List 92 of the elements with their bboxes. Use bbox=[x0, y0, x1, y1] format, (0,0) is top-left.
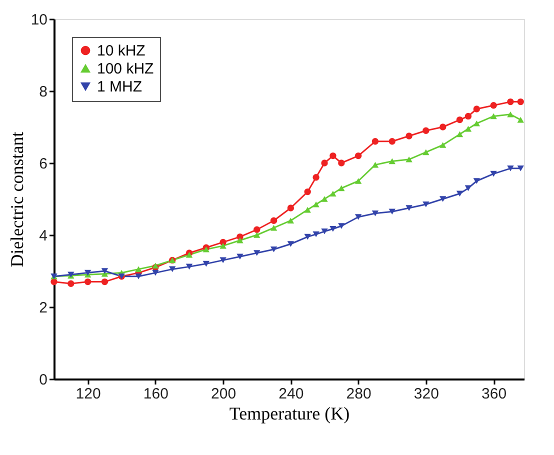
point bbox=[388, 158, 396, 164]
point bbox=[236, 254, 244, 260]
point bbox=[254, 232, 260, 238]
point bbox=[439, 196, 446, 202]
point bbox=[422, 149, 430, 156]
point bbox=[254, 226, 260, 233]
point bbox=[312, 231, 320, 238]
x-axis-title: Temperature (K) bbox=[229, 404, 350, 424]
point bbox=[101, 268, 108, 274]
point bbox=[473, 178, 480, 184]
x-tick-label: 360 bbox=[482, 386, 507, 402]
point bbox=[464, 126, 472, 132]
point bbox=[304, 206, 311, 213]
point bbox=[321, 228, 328, 234]
point bbox=[338, 160, 345, 166]
legend-label: 10 kHZ bbox=[97, 42, 146, 60]
point bbox=[354, 152, 362, 160]
point bbox=[236, 237, 244, 244]
x-tick-label: 120 bbox=[76, 386, 101, 402]
point bbox=[490, 113, 497, 120]
point bbox=[464, 185, 472, 192]
point bbox=[473, 106, 480, 112]
point bbox=[270, 246, 278, 252]
point bbox=[507, 111, 514, 118]
y-tick-label: 4 bbox=[39, 228, 48, 244]
point bbox=[456, 116, 464, 124]
point bbox=[312, 201, 320, 208]
point bbox=[254, 250, 260, 256]
point bbox=[406, 205, 412, 211]
point bbox=[490, 102, 497, 109]
point bbox=[473, 120, 480, 126]
point bbox=[304, 234, 311, 240]
point bbox=[406, 156, 412, 162]
point bbox=[135, 273, 142, 280]
point bbox=[68, 280, 74, 287]
y-tick-label: 0 bbox=[39, 372, 48, 388]
point bbox=[312, 174, 320, 181]
point bbox=[422, 127, 430, 134]
point bbox=[330, 226, 336, 232]
point bbox=[517, 165, 524, 172]
point bbox=[507, 165, 514, 172]
y-tick-label: 10 bbox=[30, 12, 48, 28]
point bbox=[270, 217, 278, 224]
y-tick-label: 6 bbox=[39, 156, 48, 172]
point bbox=[186, 264, 193, 270]
point bbox=[202, 260, 210, 267]
point bbox=[456, 190, 464, 197]
point bbox=[439, 124, 446, 130]
point bbox=[338, 223, 345, 229]
y-tick-label: 2 bbox=[39, 300, 48, 316]
point bbox=[220, 257, 226, 264]
y-tick-label: 8 bbox=[39, 84, 48, 100]
point bbox=[338, 185, 345, 192]
point bbox=[388, 208, 396, 215]
point bbox=[152, 270, 159, 276]
legend-label: 100 kHZ bbox=[97, 60, 154, 78]
x-tick-label: 160 bbox=[143, 386, 168, 402]
point bbox=[101, 278, 108, 286]
y-axis-title: Dielectric constant bbox=[6, 132, 27, 268]
point bbox=[135, 266, 142, 272]
point bbox=[422, 201, 430, 208]
point bbox=[372, 138, 379, 145]
point bbox=[321, 160, 328, 166]
point bbox=[270, 224, 278, 231]
point bbox=[220, 242, 226, 249]
point bbox=[287, 241, 294, 247]
point bbox=[456, 131, 464, 138]
x-tick-label: 320 bbox=[414, 386, 439, 402]
point bbox=[406, 132, 412, 140]
point bbox=[439, 142, 446, 148]
point bbox=[354, 214, 362, 220]
point bbox=[517, 98, 524, 106]
legend-label: 1 MHZ bbox=[97, 78, 142, 96]
x-tick-label: 240 bbox=[278, 386, 304, 402]
point bbox=[168, 266, 176, 272]
point bbox=[330, 152, 336, 160]
point bbox=[388, 138, 396, 145]
point bbox=[517, 116, 524, 123]
point bbox=[330, 190, 336, 197]
point bbox=[372, 162, 379, 168]
point bbox=[287, 204, 294, 212]
point bbox=[372, 210, 379, 216]
point bbox=[304, 188, 311, 196]
x-tick-label: 280 bbox=[346, 386, 372, 402]
point bbox=[354, 178, 362, 184]
point bbox=[464, 112, 472, 120]
point bbox=[321, 196, 328, 202]
point bbox=[287, 218, 294, 224]
point bbox=[490, 170, 497, 177]
point bbox=[507, 98, 514, 106]
x-tick-label: 200 bbox=[211, 386, 236, 402]
point bbox=[84, 278, 92, 286]
